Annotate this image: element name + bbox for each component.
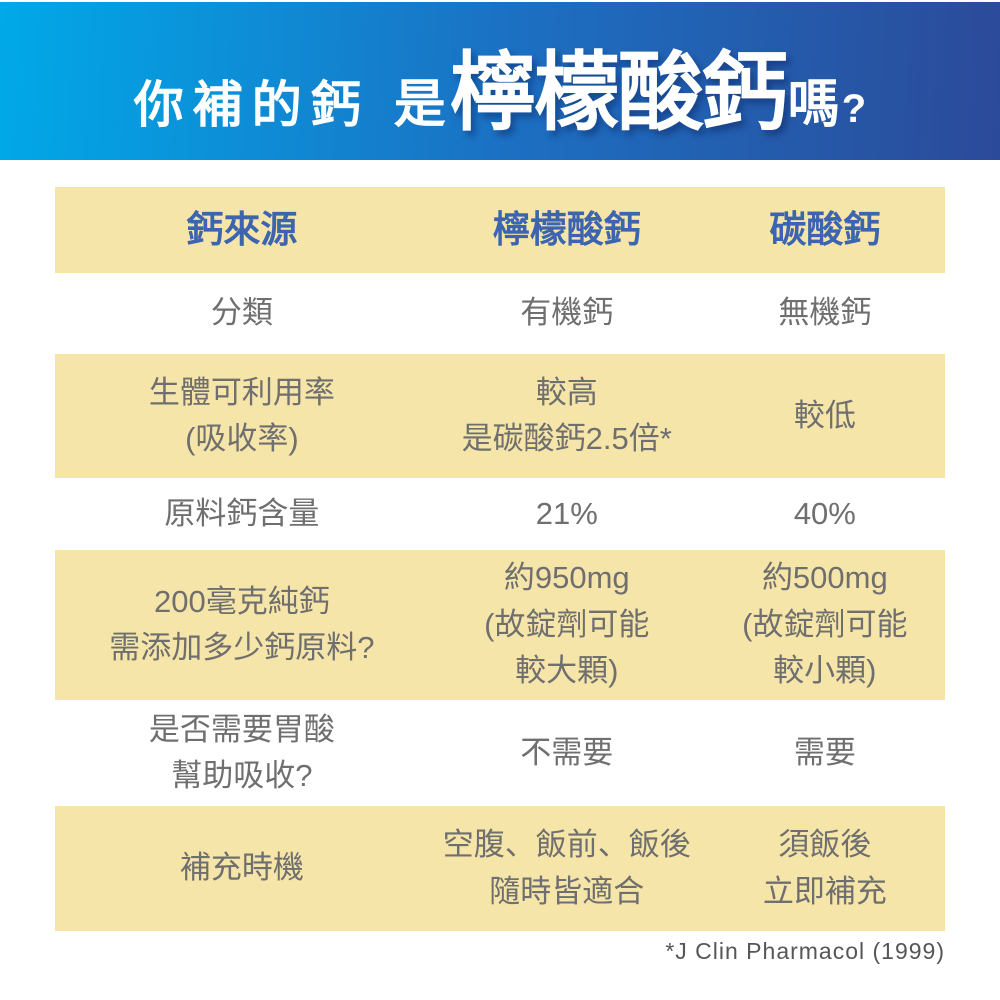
title-banner: 你補的鈣 是 檸檬酸鈣 嗎 ? <box>0 2 1000 160</box>
column-header-source: 鈣來源 <box>186 209 298 251</box>
cell-carbonate: 較低 <box>793 397 856 433</box>
cell-citrate: 不需要 <box>520 734 614 770</box>
row-label: 是否需要胃酸 幫助吸收? <box>148 711 335 794</box>
row-label: 生體可利用率 (吸收率) <box>148 374 335 457</box>
cell-citrate: 約950mg (故錠劑可能 較大顆) <box>484 560 650 689</box>
cell-citrate: 較高 是碳酸鈣2.5倍* <box>461 374 672 457</box>
citation-footnote: *J Clin Pharmacol (1999) <box>665 938 945 964</box>
title-question-mark: ? <box>841 86 867 131</box>
row-label: 原料鈣含量 <box>164 495 320 531</box>
table-header-row: 鈣來源 檸檬酸鈣 碳酸鈣 <box>55 187 945 273</box>
column-header-carbonate: 碳酸鈣 <box>769 209 881 251</box>
table-row: 分類 有機鈣 無機鈣 <box>55 273 945 354</box>
page-title: 你補的鈣 是 檸檬酸鈣 嗎 ? <box>134 16 866 147</box>
title-connector: 是 <box>393 75 446 134</box>
cell-carbonate: 需要 <box>793 734 856 770</box>
table-row: 補充時機 空腹、飯前、飯後 隨時皆適合 須飯後 立即補充 <box>55 806 945 931</box>
title-prefix: 你補的鈣 <box>133 76 370 133</box>
table-body: 分類 有機鈣 無機鈣生體可利用率 (吸收率) 較高 是碳酸鈣2.5倍* 較低原料鈣含量 2… <box>55 273 945 931</box>
table-row: 生體可利用率 (吸收率) 較高 是碳酸鈣2.5倍* 較低 <box>55 354 945 478</box>
table-row: 200毫克純鈣 需添加多少鈣原料? 約950mg (故錠劑可能 較大顆) 約500m… <box>55 550 945 700</box>
cell-carbonate: 無機鈣 <box>778 295 872 331</box>
table-row: 是否需要胃酸 幫助吸收? 不需要 需要 <box>55 700 945 806</box>
row-label: 補充時機 <box>179 850 304 886</box>
row-label: 200毫克純鈣 需添加多少鈣原料? <box>109 583 375 666</box>
cell-citrate: 空腹、飯前、飯後 隨時皆適合 <box>442 827 691 909</box>
title-highlight: 檸檬酸鈣 <box>449 44 788 141</box>
title-suffix: 嗎 <box>787 75 840 134</box>
cell-carbonate: 40% <box>793 495 856 531</box>
cell-citrate: 21% <box>535 495 598 531</box>
cell-carbonate: 須飯後 立即補充 <box>762 827 887 909</box>
table-row: 原料鈣含量 21% 40% <box>55 478 945 550</box>
cell-citrate: 有機鈣 <box>520 295 614 331</box>
comparison-table: 鈣來源 檸檬酸鈣 碳酸鈣 分類 有機鈣 無機鈣生體可利用率 (吸收率) 較高 是碳酸鈣… <box>55 187 945 931</box>
cell-carbonate: 約500mg (故錠劑可能 較小顆) <box>742 560 908 689</box>
column-header-citrate: 檸檬酸鈣 <box>492 209 641 251</box>
row-label: 分類 <box>210 295 273 331</box>
